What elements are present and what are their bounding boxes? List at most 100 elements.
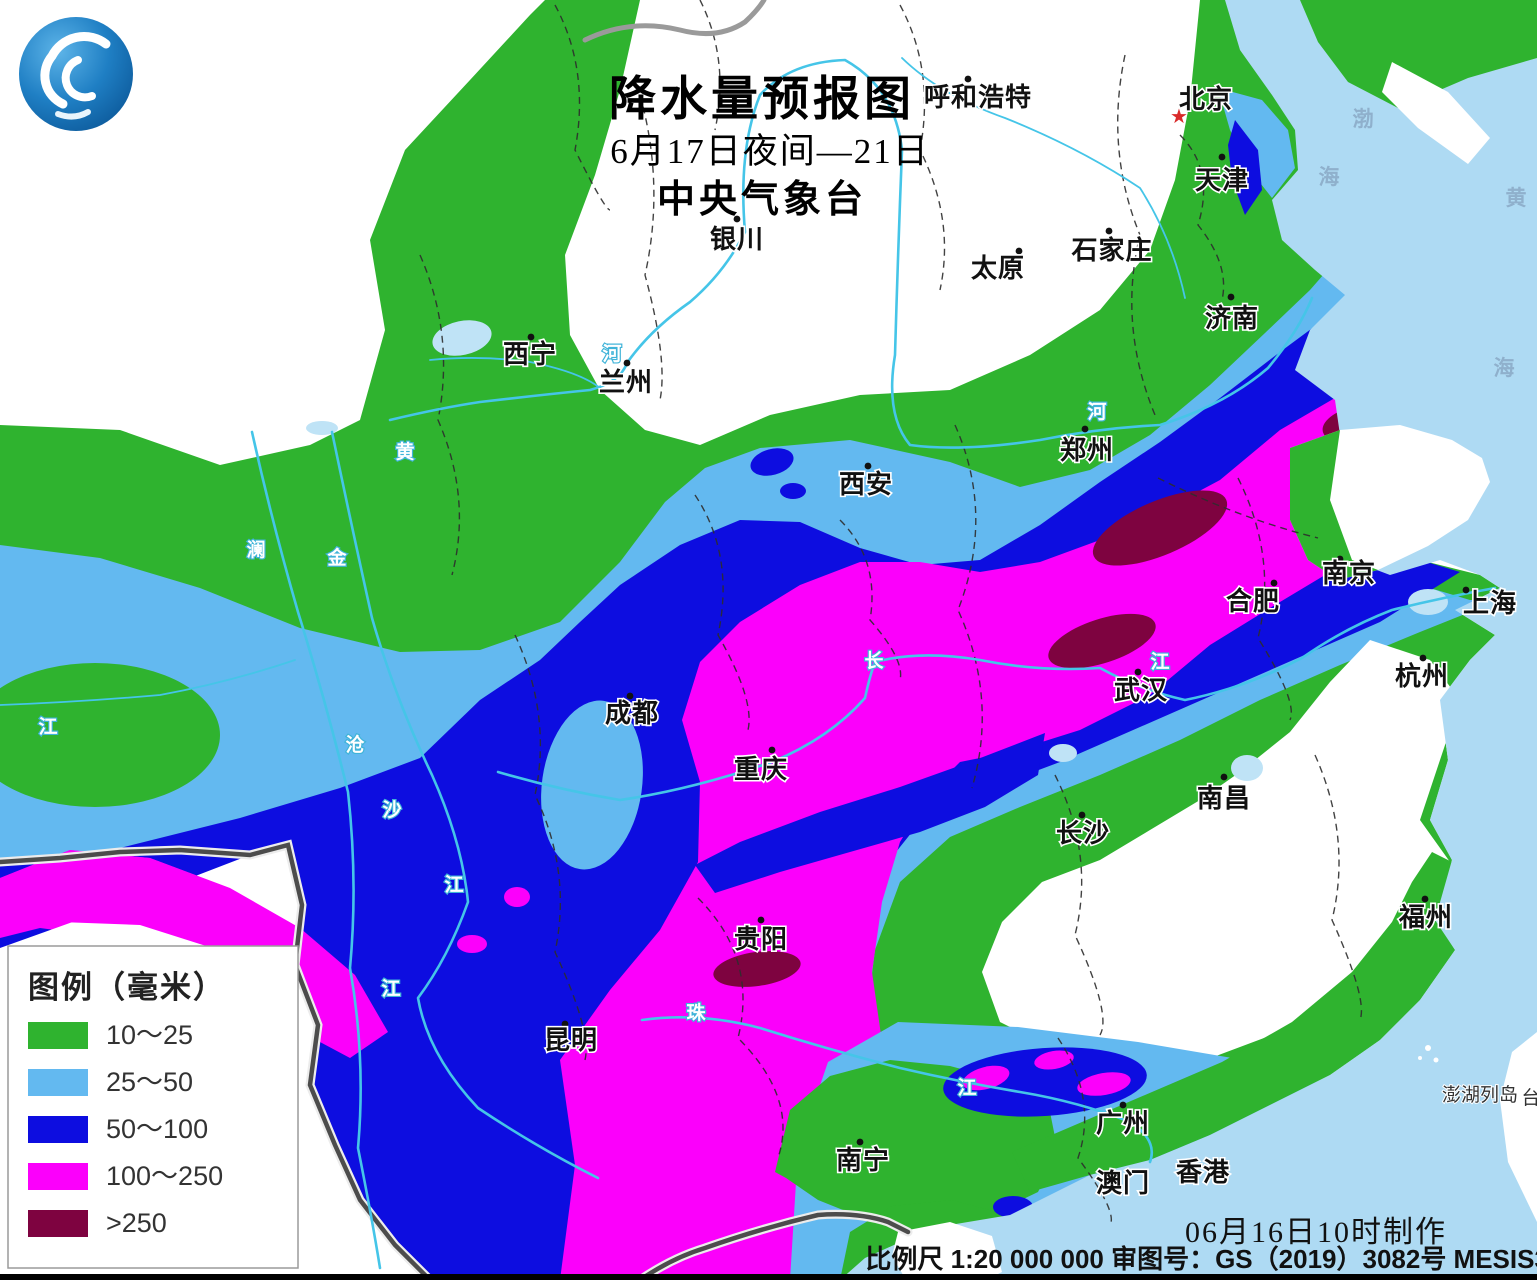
title-block: 降水量预报图 6月17日夜间—21日 中央气象台 [609, 72, 930, 221]
city-marker [561, 1020, 569, 1028]
city-marker [1081, 425, 1089, 433]
city-marker [856, 1138, 864, 1146]
sea-label: 渤 [1353, 108, 1374, 131]
rivers-layer [0, 57, 1497, 1270]
city-marker [964, 75, 972, 83]
legend-item-label: 25～50 [106, 1067, 193, 1097]
river-hohhot [901, 57, 1186, 299]
city-marker [1134, 668, 1142, 676]
penghu-islet-3 [1418, 1056, 1422, 1060]
city-label: 成都 [605, 698, 659, 728]
city-label: 合肥 [1226, 586, 1280, 616]
river-label: 江 [381, 978, 400, 1000]
lightblue-patch-beijing-east [1218, 88, 1295, 198]
lightblue-patch-chengdu-west [541, 700, 643, 870]
city-marker [623, 359, 631, 367]
blue-wedge-chongqing-guiyang [695, 733, 1045, 893]
hainan-leizhou-island [892, 1222, 1002, 1280]
city-marker [626, 692, 634, 700]
river-label: 沙 [382, 799, 401, 821]
city-label: 太原 [971, 253, 1025, 283]
cma-logo [19, 17, 133, 131]
legend-swatch [28, 1163, 88, 1190]
legend-item-label: 10～25 [106, 1020, 193, 1050]
jinsha-river [330, 430, 600, 1180]
river-label: 河 [602, 343, 621, 365]
city-label: 北京 [1179, 84, 1233, 114]
blue-blob-xian-nw-2 [780, 483, 806, 499]
river-label: 河 [1087, 401, 1106, 423]
legend-item-label: >250 [106, 1208, 167, 1238]
river-label: 澜 [246, 538, 265, 561]
city-marker [768, 746, 776, 754]
cma-logo-swoosh [55, 109, 91, 120]
bottom-bar [0, 1274, 1537, 1280]
liaodong-peninsula [1382, 62, 1490, 164]
city-marker [1336, 555, 1344, 563]
city-label: 西安 [839, 469, 893, 499]
rain-band-magenta-core [560, 390, 1445, 1280]
city-marker [1220, 773, 1228, 781]
sea-label: 海 [1319, 165, 1340, 189]
river-label: 江 [38, 716, 57, 738]
footer-made-text: 06月16日10时制作 [1185, 1216, 1447, 1249]
legend-item-label: 100～250 [106, 1161, 223, 1191]
shandong-peninsula-green [1290, 430, 1378, 580]
qinghai-lake [432, 320, 492, 356]
city-label: 武汉 [1114, 675, 1168, 705]
national-border-south [637, 1212, 911, 1280]
river-label: 江 [444, 874, 463, 896]
legend-swatch [28, 1069, 88, 1096]
legend-items: 10～25 25～50 50～100 100～250 >250 [28, 1020, 223, 1238]
yangtze-river [496, 586, 1497, 802]
city-marker [1218, 153, 1226, 161]
city-marker [757, 916, 765, 924]
city-marker [527, 333, 535, 341]
city-label: 福州 [1398, 902, 1453, 932]
map-period: 6月17日夜间—21日 [610, 132, 930, 171]
city-label: 南昌 [1197, 783, 1251, 813]
city-label: 西宁 [503, 339, 557, 369]
city-label: 呼和浩特 [924, 82, 1032, 112]
dry-pocket-south [982, 640, 1460, 1072]
footer-scale-text: 比例尺 1:20 000 000 审图号：GS（2019）3082号 MESIS… [865, 1244, 1537, 1274]
city-label: 南京 [1322, 558, 1376, 588]
river-label: 珠 [686, 1001, 706, 1024]
city-marker [864, 462, 872, 470]
green-corner-liaoning [1300, 0, 1537, 108]
taiwan-island-partial [1500, 1032, 1537, 1222]
city-marker [1270, 579, 1278, 587]
yellow-river [388, 58, 1314, 449]
city-label: 澎湖列岛 [1442, 1084, 1518, 1106]
river-label: 江 [1150, 651, 1169, 673]
legend-swatch [28, 1116, 88, 1143]
river-label: 黄 [395, 440, 414, 463]
map-title: 降水量预报图 [609, 72, 915, 125]
city-label: 杭州 [1395, 661, 1449, 691]
city-label: 澳门 [1096, 1168, 1150, 1198]
river-xining [429, 357, 601, 389]
city-marker [1227, 293, 1235, 301]
blue-blob-xian-nw-1 [750, 448, 794, 476]
river-label: 金 [326, 546, 347, 569]
city-label: 长沙 [1056, 818, 1110, 848]
city-marker [733, 215, 741, 223]
legend-swatch [28, 1022, 88, 1049]
penghu-islet-1 [1425, 1045, 1431, 1051]
sea-layer [840, 0, 1537, 1280]
map-agency: 中央气象台 [657, 179, 867, 221]
pearl-river [640, 1016, 1154, 1164]
city-label: 南宁 [836, 1145, 890, 1175]
poyang-lake [1231, 755, 1263, 781]
city-label: 银川 [710, 224, 764, 254]
river-west-tibet [0, 659, 296, 706]
city-marker [1015, 247, 1023, 255]
city-label: 郑州 [1060, 435, 1114, 465]
sea-label: 海 [1494, 356, 1515, 380]
green-patch-left [0, 663, 220, 807]
city-marker [1421, 895, 1429, 903]
